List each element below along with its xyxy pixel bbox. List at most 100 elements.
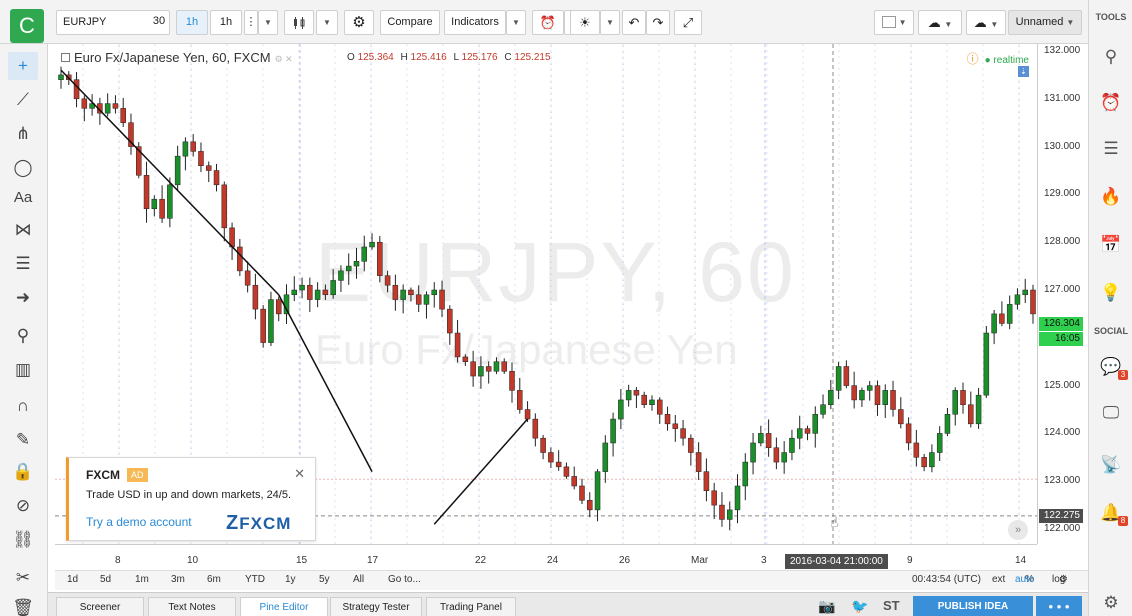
watchlist-icon[interactable]: ⚲ xyxy=(1104,47,1118,66)
alerts-clock-icon[interactable]: ⏰ xyxy=(1100,93,1122,112)
fullscreen-icon[interactable]: ⤢ xyxy=(674,10,702,35)
collapse-legend-icon[interactable] xyxy=(61,53,70,62)
watermark-symbol: EURJPY, 60 xyxy=(315,225,796,319)
fxcm-logo: ZFXCM xyxy=(226,512,292,534)
range-button-3m[interactable]: 3m xyxy=(171,574,185,585)
pattern-icon[interactable]: ⋈ xyxy=(14,220,32,239)
tab-trading-panel[interactable]: Trading Panel xyxy=(426,597,516,616)
replay-bulb-icon[interactable]: ☀ xyxy=(570,10,600,35)
interval-1h-button[interactable]: 1h xyxy=(176,10,208,35)
tab-pine-editor[interactable]: Pine Editor xyxy=(240,597,328,616)
download-data-icon[interactable]: ⇣ xyxy=(1018,66,1029,77)
warning-icon[interactable]: ⓘ xyxy=(966,52,979,66)
interval-30-button[interactable]: 30 xyxy=(152,15,166,27)
time-axis-label: 22 xyxy=(475,555,487,566)
layout-name-button[interactable]: Unnamed ▼ xyxy=(1008,10,1082,35)
ellipse-icon[interactable]: ◯ xyxy=(13,158,33,177)
data-window-icon[interactable]: ☰ xyxy=(1103,139,1119,158)
magnet-icon[interactable]: ∩ xyxy=(16,396,30,415)
compare-button[interactable]: Compare xyxy=(380,10,440,35)
streams-icon[interactable]: 🖵 xyxy=(1102,403,1120,422)
candle-body xyxy=(750,442,756,463)
hide-icon[interactable]: ⊘ xyxy=(15,496,31,515)
candle-body xyxy=(610,418,616,444)
range-button-1y[interactable]: 1y xyxy=(285,574,296,585)
lock-icon[interactable]: 🔒 xyxy=(12,462,34,481)
trend-line-icon[interactable]: ⟋ xyxy=(17,90,29,109)
link-icon[interactable]: ⛓ xyxy=(12,530,34,549)
settings-icon[interactable]: ⚙ xyxy=(1103,593,1119,612)
utc-clock[interactable]: 00:43:54 (UTC) xyxy=(912,574,981,585)
pitchfork-icon[interactable]: ⋔ xyxy=(15,124,31,143)
price-axis[interactable]: 132.000 131.000 130.000 129.000 128.000 127.0… xyxy=(1037,44,1088,544)
publish-idea-button[interactable]: PUBLISH IDEA xyxy=(913,596,1033,616)
hotlist-flame-icon[interactable]: 🔥 xyxy=(1100,187,1122,206)
notifications-icon[interactable]: 🔔 8 xyxy=(1096,498,1128,528)
range-button-ytd[interactable]: YTD xyxy=(245,574,265,585)
range-button-6m[interactable]: 6m xyxy=(207,574,221,585)
interval-dropdown-icon[interactable]: ▼ xyxy=(258,10,278,35)
fib-icon[interactable]: ☰ xyxy=(15,254,31,273)
measure-icon[interactable]: ▥ xyxy=(14,360,32,379)
goto-date-button[interactable]: Go to... xyxy=(388,574,421,585)
indicators-button[interactable]: Indicators xyxy=(444,10,506,35)
arrow-icon[interactable]: ➜ xyxy=(15,288,31,307)
range-button-5d[interactable]: 5d xyxy=(100,574,112,585)
percent-toggle[interactable]: % xyxy=(1025,574,1034,585)
range-button-all[interactable]: All xyxy=(353,574,365,585)
more-intervals-icon[interactable]: ⋮ xyxy=(244,10,258,35)
stocktwits-icon[interactable]: ST xyxy=(883,598,900,613)
ohlc-values: O 125.364 H 125.416 L 125.176 C 125.215 xyxy=(347,52,555,63)
alert-add-icon[interactable]: ⏰ xyxy=(532,10,564,35)
ad-demo-link[interactable]: Try a demo account xyxy=(86,515,192,529)
twitter-icon[interactable]: 🐦 xyxy=(851,598,869,614)
candle-body xyxy=(361,246,368,262)
log-toggle[interactable]: log xyxy=(1052,574,1066,585)
replay-dropdown-icon[interactable]: ▼ xyxy=(600,10,620,35)
interval-current-button[interactable]: 1h xyxy=(210,10,242,35)
tab-screener[interactable]: Screener xyxy=(56,597,144,616)
chart-style-candles-icon[interactable] xyxy=(284,10,314,35)
legend-settings-icon[interactable]: ⚙ ✕ xyxy=(274,54,293,64)
chart-style-dropdown-icon[interactable]: ▼ xyxy=(316,10,338,35)
text-tool-icon[interactable]: Aa xyxy=(13,189,33,206)
cloud-save-icon[interactable]: ☁ ▼ xyxy=(966,10,1006,35)
tab-text-notes[interactable]: Text Notes xyxy=(148,597,236,616)
range-button-1m[interactable]: 1m xyxy=(135,574,149,585)
auto-scale-toggle[interactable]: auto xyxy=(1015,574,1035,585)
layout-select-icon[interactable]: ▼ xyxy=(874,10,914,35)
range-button-5y[interactable]: 5y xyxy=(319,574,330,585)
settings-gear-icon[interactable]: ⚙ xyxy=(344,10,374,35)
candle-body xyxy=(1030,289,1036,315)
stay-drawing-icon[interactable]: ✎ xyxy=(15,430,31,449)
range-button-1d[interactable]: 1d xyxy=(67,574,79,585)
app-logo[interactable]: C xyxy=(10,9,44,43)
trash-icon[interactable]: 🗑 xyxy=(12,598,34,616)
calendar-icon[interactable]: 📅 xyxy=(1100,235,1122,254)
undo-icon[interactable]: ↶ xyxy=(622,10,646,35)
remove-tools-icon[interactable]: ✂ xyxy=(15,568,31,587)
cloud-load-icon[interactable]: ☁ ▼ xyxy=(918,10,962,35)
candle-body xyxy=(781,452,787,463)
scale-settings-icon[interactable]: ⚙ xyxy=(1059,574,1068,585)
zoom-icon[interactable]: ⚲ xyxy=(16,326,30,345)
ad-close-icon[interactable]: ✕ xyxy=(294,466,305,481)
time-axis-label: 9 xyxy=(907,555,913,566)
symbol-search-input[interactable]: EURJPY xyxy=(56,10,170,35)
redo-icon[interactable]: ↷ xyxy=(646,10,670,35)
chat-icon[interactable]: 💬 3 xyxy=(1096,352,1128,382)
broadcast-icon[interactable]: 📡 xyxy=(1100,455,1122,474)
ideas-bulb-icon[interactable]: 💡 xyxy=(1100,283,1122,302)
time-axis-label: 14 xyxy=(1015,555,1027,566)
candle-body xyxy=(501,361,507,372)
candle-body xyxy=(447,308,453,334)
trend-line xyxy=(60,69,280,296)
crosshair-icon[interactable]: + xyxy=(8,52,38,80)
ext-toggle[interactable]: ext xyxy=(992,574,1006,585)
tab-strategy-tester[interactable]: Strategy Tester xyxy=(330,597,422,616)
camera-icon[interactable]: 📷 xyxy=(818,598,836,614)
more-options-button[interactable]: • • • xyxy=(1036,596,1082,616)
scroll-to-realtime-icon[interactable]: » xyxy=(1008,520,1028,540)
indicators-dropdown-icon[interactable]: ▼ xyxy=(506,10,526,35)
time-axis[interactable]: 8 10 15 17 22 24 26 Mar 3 9 14 2016-03-04 21:00:00 xyxy=(55,544,1037,570)
